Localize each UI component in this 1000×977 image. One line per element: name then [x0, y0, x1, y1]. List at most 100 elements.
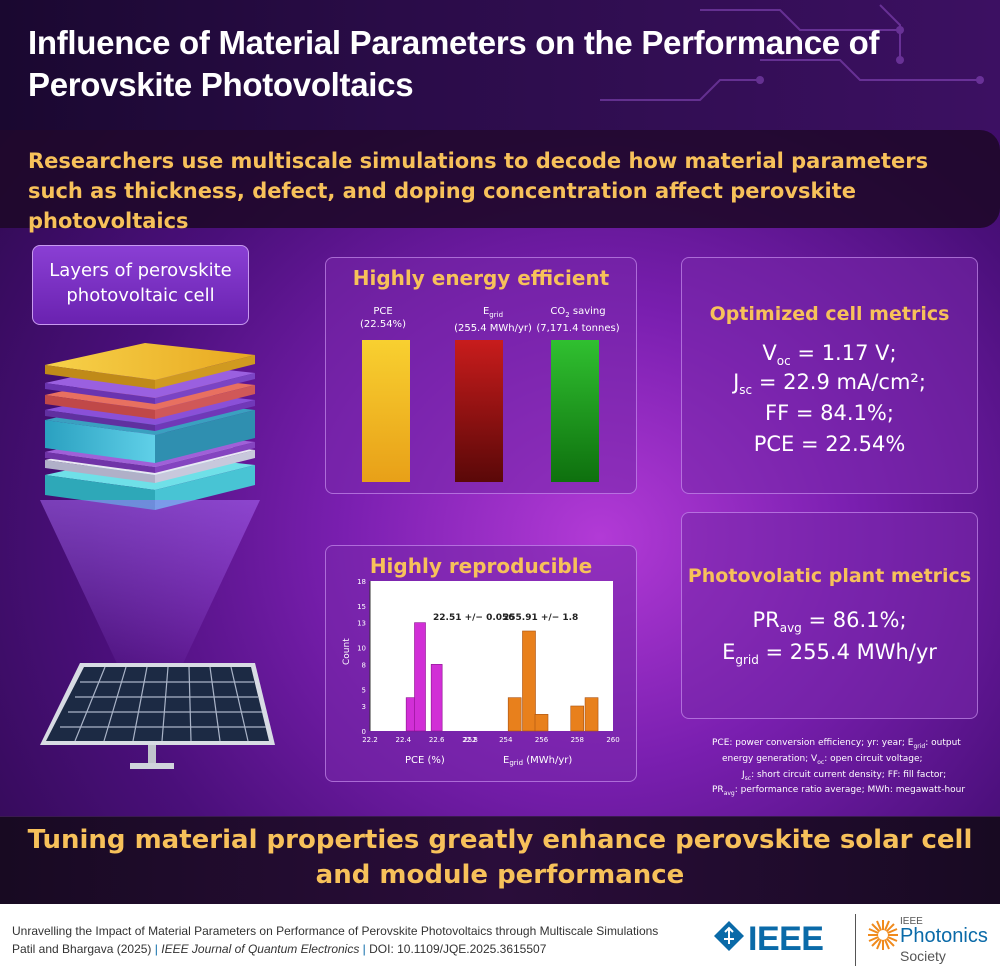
y-tick-label: 5: [362, 686, 366, 694]
circuit-decoration: [600, 4, 984, 101]
metric-pravg-sub: avg: [779, 621, 802, 636]
x-tick-label: 22.8: [462, 736, 478, 744]
bar-label-co2: CO2 saving (7,171.4 tonnes): [528, 305, 628, 335]
legend-l4sub: avg: [723, 790, 735, 798]
header-band: [0, 0, 1000, 130]
bar-co2: [551, 340, 599, 482]
y-tick-label: 18: [357, 578, 366, 586]
metric-voc-sub: oc: [776, 354, 791, 369]
metric-pravg-main: PR: [752, 608, 780, 632]
metric-jsc-main: J: [733, 370, 740, 394]
histogram-bar-egrid: [507, 697, 522, 732]
citation-journal: IEEE Journal of Quantum Electronics: [161, 942, 360, 956]
bar-label-egrid-sub: grid: [489, 311, 504, 319]
legend-line-4: PRavg: performance ratio average; MWh: m…: [712, 784, 982, 800]
citation-title: Unravelling the Impact of Material Param…: [12, 924, 659, 938]
subtitle: Researchers use multiscale simulations t…: [28, 149, 929, 233]
solar-panel-illustration: [40, 663, 275, 769]
legend-l1a: PCE: power conversion efficiency; yr: ye…: [712, 738, 914, 748]
bar-label-egrid-value: (255.4 MWh/yr): [454, 323, 532, 334]
histogram-bar-egrid: [522, 630, 536, 732]
cell-metrics-title: Optimized cell metrics: [709, 303, 950, 325]
legend-l3sub: sc: [744, 774, 752, 782]
bar-label-egrid: Egrid (255.4 MWh/yr): [438, 305, 548, 335]
bar-pce: [362, 340, 410, 482]
bar-label-co2-name: CO: [550, 306, 566, 317]
efficiency-title: Highly energy efficient: [352, 266, 610, 290]
citation-doi[interactable]: DOI: 10.1109/JQE.2025.3615507: [369, 942, 547, 956]
metric-jsc-value: = 22.9 mA/cm²;: [752, 370, 926, 394]
legend-l2sub: oc: [817, 758, 825, 766]
metric-voc-value: = 1.17 V;: [790, 341, 897, 365]
photonics-sunburst-icon: [868, 920, 898, 950]
metric-pravg: PRavg = 86.1%;: [682, 608, 977, 635]
legend-line-2: energy generation; Voc: open circuit vol…: [712, 753, 982, 769]
y-tick-label: 13: [357, 620, 366, 628]
perovskite-stack-illustration: [45, 343, 255, 510]
histogram-bars: [405, 622, 599, 732]
bar-label-pce: PCE (22.54%): [348, 305, 418, 331]
conclusion-band: [0, 816, 1000, 905]
metric-voc: Voc = 1.17 V;: [682, 341, 977, 368]
legend-l2a: energy generation; V: [722, 753, 818, 764]
metric-pravg-value: = 86.1%;: [801, 608, 907, 632]
citation-details: Patil and Bhargava (2025) | IEEE Journal…: [12, 942, 546, 956]
y-tick-label: 15: [357, 603, 366, 611]
legend-l4b: : performance ratio average; MWh: megawa…: [734, 785, 966, 796]
x-tick-label: 252: [463, 736, 476, 744]
page-title: Influence of Material Parameters on the …: [28, 24, 880, 103]
legend-l3a: J: [742, 769, 745, 780]
histogram-xlabel-egrid-main: E: [503, 755, 509, 766]
bar-label-pce-value: (22.54%): [360, 319, 406, 330]
layers-label: Layers of perovskite photovoltaic cell: [49, 260, 232, 306]
x-tick-label: 22.4: [396, 736, 412, 744]
photonics-label: Photonics: [900, 925, 988, 947]
y-tick-label: 0: [362, 728, 366, 736]
legend-l3b: : short circuit current density; FF: fil…: [751, 769, 947, 780]
histogram-bar-egrid: [534, 714, 549, 732]
legend-l1sub: grid: [913, 742, 926, 750]
metric-egrid-sub: grid: [735, 653, 759, 668]
histogram-bar-pce: [430, 664, 443, 732]
metric-pce: PCE = 22.54%: [682, 432, 977, 456]
legend-l2b: : open circuit voltage;: [824, 753, 923, 764]
x-tick-label: 22.6: [429, 736, 445, 744]
metric-ff-main: FF = 84.1%;: [765, 401, 894, 425]
x-tick-label: 256: [535, 736, 549, 744]
x-tick-label: 22.2: [362, 736, 378, 744]
metric-egrid: Egrid = 255.4 MWh/yr: [682, 640, 977, 667]
layers-label-box: Layers of perovskite photovoltaic cell: [32, 245, 249, 325]
legend-l4a: PR: [712, 785, 724, 796]
x-tick-label: 260: [606, 736, 619, 744]
metric-ff: FF = 84.1%;: [682, 401, 977, 425]
metric-egrid-value: = 255.4 MWh/yr: [758, 640, 937, 664]
photonics-society-label: Society: [900, 948, 946, 964]
x-tick-label: 254: [499, 736, 513, 744]
metric-jsc: Jsc = 22.9 mA/cm²;: [682, 370, 977, 397]
legend-line-3: Jsc: short circuit current density; FF: …: [712, 769, 982, 785]
subtitle-band: [0, 130, 1000, 228]
histogram-xlabel-egrid-sub: grid: [509, 759, 523, 767]
ieee-diamond-icon: [714, 921, 744, 951]
y-tick-label: 3: [362, 703, 366, 711]
ieee-wordmark: IEEE: [748, 920, 824, 958]
histogram-bar-egrid: [584, 697, 599, 732]
histogram-bar-pce: [414, 622, 426, 732]
footer: [0, 904, 1000, 977]
citation-authors: Patil and Bhargava (2025): [12, 942, 152, 956]
metric-pce-main: PCE = 22.54%: [753, 432, 906, 456]
annotation-pce: 22.51 +/− 0.056: [433, 613, 515, 623]
citation-sep-2: |: [362, 942, 370, 956]
legend-line-1: PCE: power conversion efficiency; yr: ye…: [712, 737, 982, 753]
bar-label-pce-name: PCE: [373, 306, 393, 317]
y-tick-label: 8: [362, 661, 366, 669]
bar-label-co2-value: (7,171.4 tonnes): [536, 323, 620, 334]
bar-label-co2-suffix: saving: [569, 306, 606, 317]
histogram-xlabel-pce: PCE (%): [405, 755, 445, 766]
plant-metrics-title: Photovolatic plant metrics: [687, 565, 972, 587]
histogram-ylabel: Count: [342, 638, 352, 665]
metric-jsc-sub: sc: [739, 383, 753, 398]
photonics-ieee-label: IEEE: [900, 916, 923, 927]
bar-label-co2-sub: 2: [565, 311, 570, 319]
